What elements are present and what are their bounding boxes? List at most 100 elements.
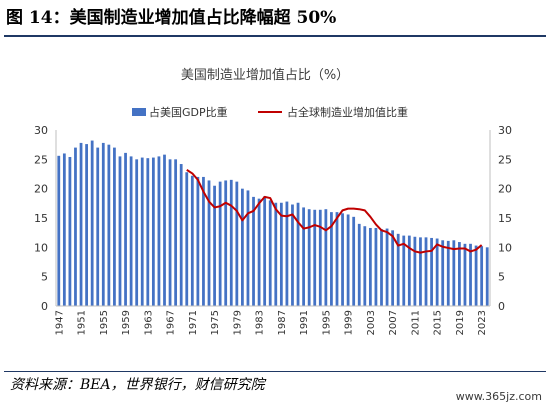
- series-line: [186, 169, 483, 254]
- top-rule: [4, 35, 546, 37]
- bar: [263, 196, 267, 306]
- bar: [246, 190, 250, 306]
- y-tick-label-left: 10: [34, 241, 48, 254]
- bar: [135, 159, 139, 306]
- y-tick-label-left: 20: [34, 183, 48, 196]
- bottom-rule: [4, 371, 546, 372]
- y-tick-label-right: 10: [498, 241, 512, 254]
- bar: [207, 180, 211, 306]
- bar: [363, 226, 367, 306]
- bar: [474, 245, 478, 306]
- bar: [90, 140, 94, 306]
- bar: [458, 242, 461, 306]
- figure-title: 图 14：美国制造业增加值占比降幅超 50%: [6, 8, 337, 28]
- bar: [402, 235, 406, 306]
- bar: [235, 181, 239, 306]
- bar: [380, 229, 383, 306]
- line-series: [186, 169, 483, 254]
- bar: [374, 227, 378, 306]
- bar: [480, 246, 484, 306]
- legend-bar-label: 占美国GDP比重: [149, 105, 228, 119]
- y-tick-label-right: 20: [498, 183, 512, 196]
- y-tick-label-right: 5: [498, 271, 505, 284]
- x-tick-label: 1983: [255, 310, 266, 335]
- bar: [419, 237, 422, 306]
- bar: [151, 157, 155, 306]
- bar: [185, 172, 189, 306]
- y-tick-label-right: 30: [498, 124, 512, 137]
- bar: [163, 154, 166, 306]
- x-tick-label: 2003: [366, 310, 377, 335]
- bar: [296, 202, 300, 306]
- bar: [107, 144, 111, 306]
- x-tick-label: 1995: [321, 310, 332, 335]
- bar: [341, 213, 344, 306]
- bar: [463, 243, 467, 306]
- bar: [241, 188, 244, 306]
- bar: [140, 157, 144, 306]
- bar: [279, 202, 283, 306]
- legend-bar-swatch: [132, 108, 146, 116]
- chart: 美国制造业增加值占比（%） 占美国GDP比重 占全球制造业增加值比重 0 0 5 5 1…: [34, 67, 512, 335]
- bar: [352, 216, 356, 306]
- y-tick-label-left: 0: [41, 300, 48, 313]
- bar: [229, 179, 233, 306]
- bar-series: [57, 140, 489, 306]
- bar: [424, 237, 428, 306]
- bar: [190, 175, 194, 306]
- x-tick-label: 1991: [299, 310, 310, 335]
- bar: [324, 209, 328, 306]
- bar: [218, 181, 222, 306]
- bar: [74, 147, 77, 306]
- y-tick-label-right: 0: [498, 300, 505, 313]
- x-tick-label: 1967: [166, 310, 177, 335]
- bar: [268, 200, 272, 306]
- x-tick-label: 1955: [99, 310, 110, 335]
- watermark: www.365jz.com: [455, 390, 542, 403]
- y-tick-label-left: 5: [41, 271, 48, 284]
- bar: [146, 158, 150, 306]
- bar: [430, 237, 433, 306]
- y-tick-label-left: 30: [34, 124, 48, 137]
- bar: [124, 152, 127, 306]
- x-tick-label: 1975: [210, 310, 221, 335]
- bar: [168, 159, 172, 306]
- bar: [62, 153, 66, 306]
- bar: [391, 230, 395, 306]
- bar: [318, 209, 322, 306]
- bar: [435, 238, 439, 306]
- x-tick-label: 1979: [232, 310, 243, 335]
- x-tick-label: 2015: [433, 310, 444, 335]
- bar: [118, 156, 122, 306]
- bar: [113, 147, 116, 306]
- bar: [302, 207, 305, 306]
- source-note: 资料来源：BEA，世界银行，财信研究院: [10, 377, 265, 393]
- x-tick-label: 2007: [388, 310, 399, 335]
- bar: [330, 212, 333, 306]
- bar: [335, 212, 339, 306]
- bar: [129, 156, 133, 306]
- bar: [441, 240, 445, 306]
- x-tick-label: 2023: [477, 310, 488, 335]
- x-tick-label: 2019: [455, 310, 466, 335]
- bar: [157, 156, 161, 306]
- bar: [396, 233, 400, 306]
- bar: [196, 176, 200, 306]
- x-tick-label: 1959: [121, 310, 132, 335]
- x-tick-label: 1963: [143, 310, 154, 335]
- bar: [79, 142, 83, 306]
- y-tick-label-right: 15: [498, 212, 512, 225]
- y-tick-label-left: 25: [34, 153, 48, 166]
- bar: [485, 247, 489, 306]
- bar: [257, 198, 261, 306]
- bar: [96, 147, 100, 306]
- bar: [57, 155, 61, 306]
- bar: [452, 240, 456, 306]
- x-tick-label: 1987: [277, 310, 288, 335]
- x-tick-label: 1951: [77, 310, 88, 335]
- bar: [179, 164, 183, 306]
- bar: [274, 202, 278, 306]
- x-tick-label: 2011: [410, 310, 421, 335]
- bar: [285, 201, 289, 306]
- bar: [446, 240, 450, 306]
